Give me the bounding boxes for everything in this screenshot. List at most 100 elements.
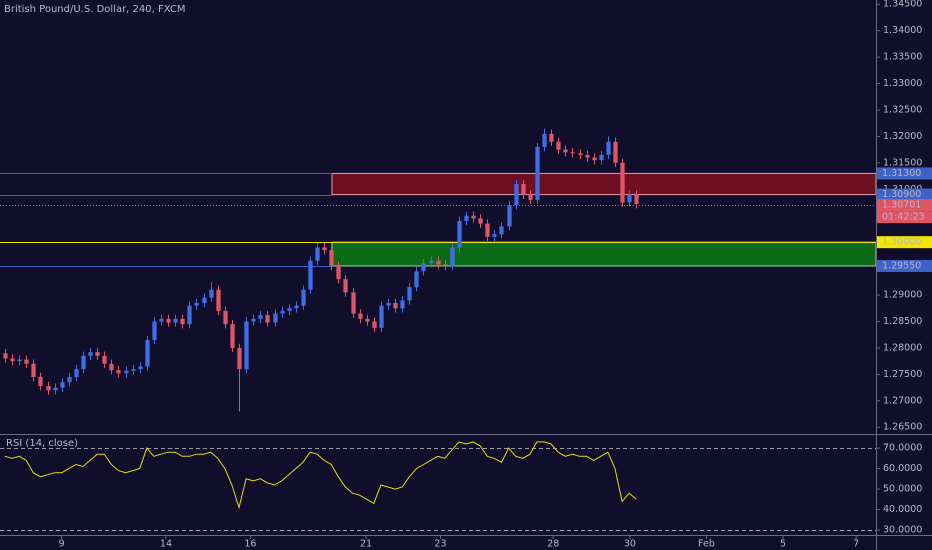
candle-body	[265, 315, 270, 323]
candle-body	[549, 133, 554, 142]
candle-body	[138, 366, 143, 370]
candle-body	[244, 321, 249, 370]
candle-body	[237, 347, 242, 370]
candle-body	[436, 260, 441, 265]
rsi-label: RSI (14, close)	[6, 438, 78, 449]
candle-body	[159, 318, 164, 322]
candle-body	[230, 324, 235, 348]
candle-body	[124, 370, 129, 374]
price-tag-label: 1.30701	[882, 200, 921, 211]
candle-body	[351, 292, 356, 314]
candle-body	[393, 302, 398, 309]
candle-body	[634, 194, 639, 205]
y-tick-label: 1.26500	[883, 422, 922, 433]
x-tick-label: 9	[59, 539, 65, 550]
candle-body	[514, 184, 519, 206]
y-tick-label: 1.34500	[883, 0, 922, 10]
candle-body	[60, 382, 65, 388]
candle-body	[407, 287, 412, 301]
candle-body	[400, 300, 405, 309]
candle-body	[223, 310, 228, 325]
candle-body	[429, 260, 434, 264]
x-tick-label: 21	[360, 539, 372, 550]
price-tag	[877, 167, 932, 180]
candle-body	[485, 223, 490, 237]
candle-body	[95, 352, 100, 356]
countdown-label: 01:42:23	[882, 212, 925, 223]
candle-body	[365, 318, 370, 322]
x-tick-label: Feb	[698, 539, 715, 550]
zone	[331, 241, 877, 267]
candle-body	[17, 359, 22, 362]
x-tick-label: 30	[624, 539, 636, 550]
candle-body	[3, 353, 8, 359]
price-tag	[877, 236, 932, 249]
candle-body	[606, 141, 611, 155]
candle-body	[414, 271, 419, 288]
price-tag-label: 1.30900	[882, 189, 921, 200]
candle-body	[386, 302, 391, 306]
y-tick-label: 1.33500	[883, 52, 922, 63]
candle-body	[294, 305, 299, 309]
candle-body	[499, 226, 504, 235]
candle-body	[145, 339, 150, 367]
rsi-tick-label: 70.0000	[883, 443, 922, 454]
candle-body	[457, 221, 462, 248]
candle-body	[81, 355, 86, 370]
candle-body	[358, 313, 363, 319]
candle-body	[308, 260, 313, 290]
candle-body	[620, 162, 625, 203]
candle-body	[492, 234, 497, 237]
rsi-tick-label: 30.0000	[883, 525, 922, 536]
candle-body	[24, 359, 29, 364]
candle-body	[53, 387, 58, 391]
candle-body	[599, 154, 604, 161]
candle-body	[507, 205, 512, 227]
rsi-line	[4, 441, 637, 510]
chart-title: British Pound/U.S. Dollar, 240, FXCM	[4, 4, 185, 15]
price-tag-label: 1.30000	[882, 237, 921, 248]
candle-body	[10, 358, 15, 362]
candle-body	[287, 308, 292, 311]
candle-body	[556, 141, 561, 150]
candle-body	[74, 369, 79, 378]
candle-body	[585, 154, 590, 158]
candle-body	[315, 247, 320, 261]
y-tick-label: 1.27500	[883, 369, 922, 380]
candle-body	[251, 318, 256, 322]
candle-body	[166, 318, 171, 323]
candle-body	[613, 141, 618, 163]
candle-body	[578, 153, 583, 155]
zone	[331, 172, 877, 196]
y-tick-label: 1.32000	[883, 131, 922, 142]
x-tick-label: 14	[160, 539, 172, 550]
candle-body	[542, 133, 547, 147]
candle-body	[443, 264, 448, 266]
price-tag	[877, 199, 932, 212]
y-tick-label: 1.34000	[883, 25, 922, 36]
candle-body	[521, 184, 526, 195]
candle-body	[592, 157, 597, 161]
candle-body	[563, 149, 568, 153]
countdown-tag	[877, 211, 932, 224]
y-tick-label: 1.29000	[883, 290, 922, 301]
candle-body	[258, 315, 263, 319]
candle-body	[67, 377, 72, 383]
rsi-tick-label: 40.0000	[883, 504, 922, 515]
candle-body	[202, 297, 207, 303]
candle-body	[336, 265, 341, 280]
rsi-tick-label: 50.0000	[883, 484, 922, 495]
candle-body	[152, 321, 157, 340]
y-tick-label: 1.33000	[883, 78, 922, 89]
candle-body	[464, 215, 469, 222]
x-tick-label: 7	[853, 539, 859, 550]
candle-body	[273, 313, 278, 323]
y-tick-label: 1.32500	[883, 104, 922, 115]
candle-body	[31, 363, 36, 378]
y-tick-label: 1.27000	[883, 395, 922, 406]
candle-body	[379, 305, 384, 328]
candle-body	[46, 385, 51, 391]
x-tick-label: 23	[434, 539, 446, 550]
candle-body	[450, 247, 455, 266]
